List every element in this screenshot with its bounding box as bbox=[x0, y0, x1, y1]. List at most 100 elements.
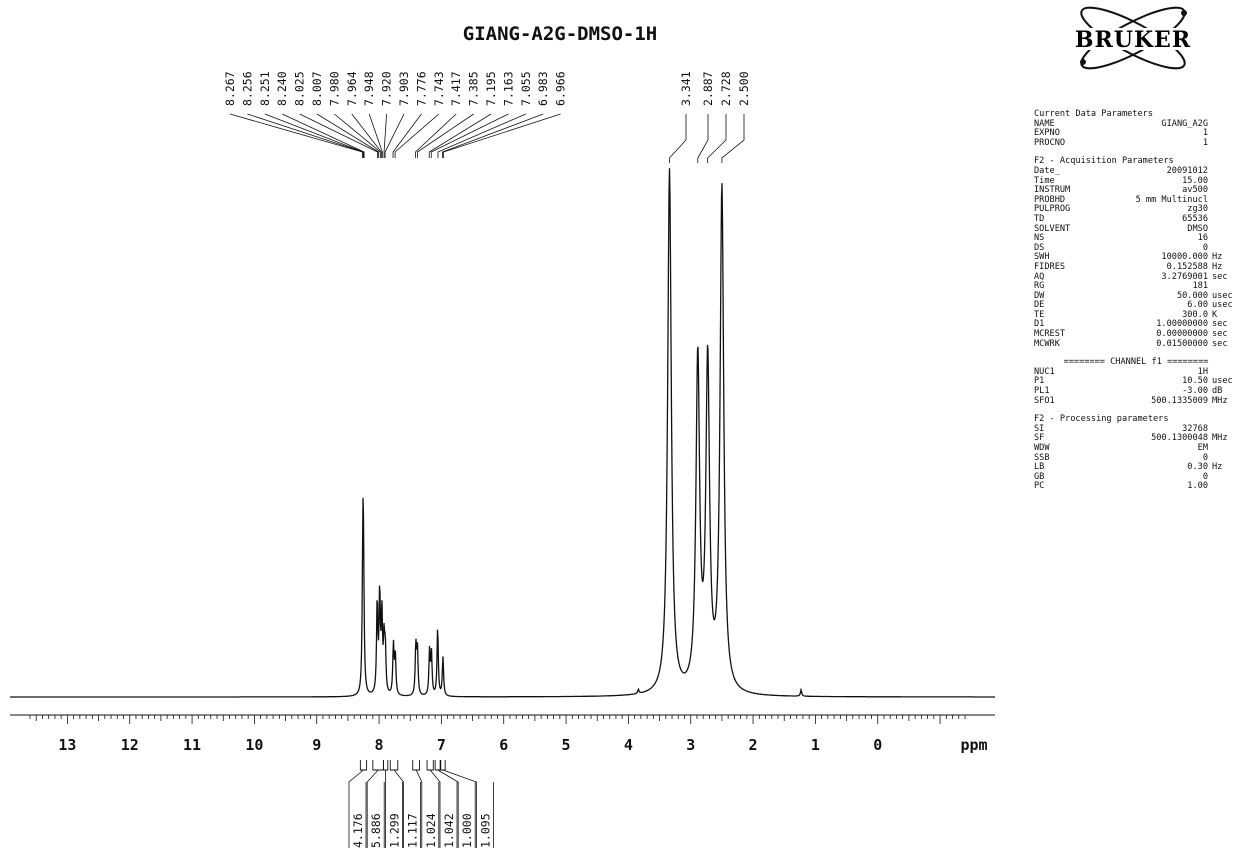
param-key: PC bbox=[1034, 481, 1045, 492]
acquisition-section: F2 - Acquisition Parameters Date_ 2009101… bbox=[1034, 157, 1248, 349]
param-row: TD 65536 bbox=[1034, 213, 1248, 225]
x-axis: ppm 13 12 11 10 9 8 7 6 5 4 3 2 1 0 bbox=[10, 714, 995, 754]
param-key: AQ bbox=[1034, 271, 1045, 282]
param-value: DMSO bbox=[1187, 223, 1208, 234]
param-value: 1H bbox=[1197, 366, 1208, 377]
peak-label-leader bbox=[368, 113, 383, 158]
current-data-title: Current Data Parameters bbox=[1034, 109, 1153, 119]
param-value: 500.1300048 bbox=[1151, 433, 1208, 444]
param-value: 5 mm Multinucl bbox=[1135, 194, 1208, 205]
param-unit: Hz bbox=[1212, 261, 1223, 272]
param-value: 181 bbox=[1192, 281, 1208, 292]
integral-value: 1.117 bbox=[406, 813, 420, 848]
peak-label: 7.920 bbox=[380, 71, 394, 106]
x-tick-label: 0 bbox=[873, 736, 882, 754]
param-row: PC 1.00 bbox=[1034, 482, 1248, 492]
param-row: PULPROG zg30 bbox=[1034, 205, 1248, 215]
param-key: Date_ bbox=[1034, 165, 1060, 176]
param-value: 1 bbox=[1202, 137, 1208, 148]
peak-label: 2.887 bbox=[701, 71, 715, 106]
param-row: Date_ 20091012 bbox=[1034, 165, 1248, 177]
param-value: 15.00 bbox=[1182, 175, 1208, 186]
peak-label-leader bbox=[428, 113, 492, 158]
peak-label: 7.195 bbox=[484, 71, 498, 106]
param-value: -3.00 bbox=[1182, 386, 1208, 397]
param-unit: usec bbox=[1212, 300, 1233, 311]
peak-label: 7.417 bbox=[449, 71, 463, 106]
x-tick-label: 9 bbox=[312, 736, 321, 754]
param-row: MCWRK 0.01500000 sec bbox=[1034, 338, 1248, 350]
param-key: P1 bbox=[1034, 376, 1045, 387]
x-tick-label: 4 bbox=[624, 736, 633, 754]
peak-label-leader bbox=[721, 114, 745, 163]
param-key: SOLVENT bbox=[1034, 223, 1071, 234]
param-row: MCREST 0.00000000 sec bbox=[1034, 329, 1248, 340]
param-key: INSTRUM bbox=[1034, 185, 1071, 196]
param-value: 500.1335009 bbox=[1151, 395, 1208, 406]
param-unit: sec bbox=[1212, 338, 1228, 349]
integral-leader bbox=[442, 769, 477, 848]
logo-text-backdrop bbox=[1050, 28, 1216, 50]
param-row: SI 32768 bbox=[1034, 424, 1248, 435]
param-key: DE bbox=[1034, 300, 1045, 311]
param-key: PL1 bbox=[1034, 386, 1050, 397]
param-row: WDW EM bbox=[1034, 443, 1248, 454]
param-row: PROBHD 5 mm Multinucl bbox=[1034, 194, 1248, 206]
x-axis-unit-label: ppm bbox=[960, 736, 987, 754]
peak-label: 7.385 bbox=[467, 71, 481, 106]
param-key: GB bbox=[1034, 471, 1045, 482]
param-value: EM bbox=[1197, 443, 1208, 453]
integral-leader bbox=[429, 769, 441, 848]
x-tick-label: 13 bbox=[58, 736, 76, 754]
x-tick-label: 5 bbox=[562, 736, 571, 754]
peak-label: 8.256 bbox=[240, 71, 254, 106]
logo-orbit-2 bbox=[1080, 6, 1186, 70]
x-tick-label: 10 bbox=[245, 736, 263, 754]
param-value: 0 bbox=[1202, 242, 1208, 253]
param-row: D1 1.00000000 sec bbox=[1034, 320, 1248, 330]
param-row: SF 500.1300048 MHz bbox=[1034, 434, 1248, 444]
peak-label: 8.240 bbox=[275, 71, 289, 106]
peak-label-leader bbox=[443, 113, 561, 158]
param-row: EXPNO 1 bbox=[1034, 129, 1248, 139]
peak-label: 3.341 bbox=[679, 71, 693, 106]
integral-value: 5.886 bbox=[369, 813, 383, 848]
integral-leader bbox=[393, 769, 405, 848]
param-row: P1 10.50 usec bbox=[1034, 377, 1248, 387]
param-key: TD bbox=[1034, 213, 1045, 224]
param-row: DE 6.00 usec bbox=[1034, 301, 1248, 311]
param-value: 1.00000000 bbox=[1156, 319, 1208, 330]
peak-label: 6.966 bbox=[554, 71, 568, 106]
integral-bracket bbox=[426, 760, 434, 771]
peak-label-leader bbox=[415, 113, 457, 158]
peak-label-leader bbox=[384, 113, 405, 158]
param-value: 20091012 bbox=[1166, 165, 1208, 176]
param-row: FIDRES 0.152588 Hz bbox=[1034, 261, 1248, 273]
param-value: 0.01500000 bbox=[1156, 338, 1208, 349]
chart-title: GIANG-A2G-DMSO-1H bbox=[463, 23, 657, 45]
peak-label-leader bbox=[392, 113, 422, 158]
param-value: 6.00 bbox=[1187, 300, 1208, 311]
integral-bracket bbox=[440, 760, 446, 771]
integral-value: 1.299 bbox=[387, 813, 401, 848]
peak-label-leader bbox=[437, 113, 526, 158]
integral-value: 4.176 bbox=[351, 813, 365, 848]
parameter-panel: Current Data Parameters NAME GIANG_A2G EXP… bbox=[1034, 109, 1248, 501]
peak-label-leader bbox=[669, 114, 687, 163]
integral-leader bbox=[366, 769, 379, 848]
param-row: SSB 0 bbox=[1034, 453, 1248, 464]
param-key: NUC1 bbox=[1034, 366, 1055, 377]
param-value: av500 bbox=[1182, 185, 1208, 196]
peak-labels: 8.267 8.256 8.251 8.240 8.025 8.007 7.980 7.964… bbox=[223, 71, 751, 163]
peak-label: 7.964 bbox=[345, 71, 359, 106]
param-key: NS bbox=[1034, 233, 1045, 244]
param-row: DW 50.000 usec bbox=[1034, 291, 1248, 302]
param-value: 0 bbox=[1202, 471, 1208, 482]
param-value: 65536 bbox=[1182, 213, 1208, 224]
spectrum-line bbox=[10, 168, 995, 698]
param-value: 300.0 bbox=[1182, 309, 1208, 320]
peak-label: 7.776 bbox=[414, 71, 428, 106]
param-row: Time 15.00 bbox=[1034, 175, 1248, 187]
param-key: SFO1 bbox=[1034, 395, 1055, 406]
param-unit: sec bbox=[1212, 271, 1228, 282]
